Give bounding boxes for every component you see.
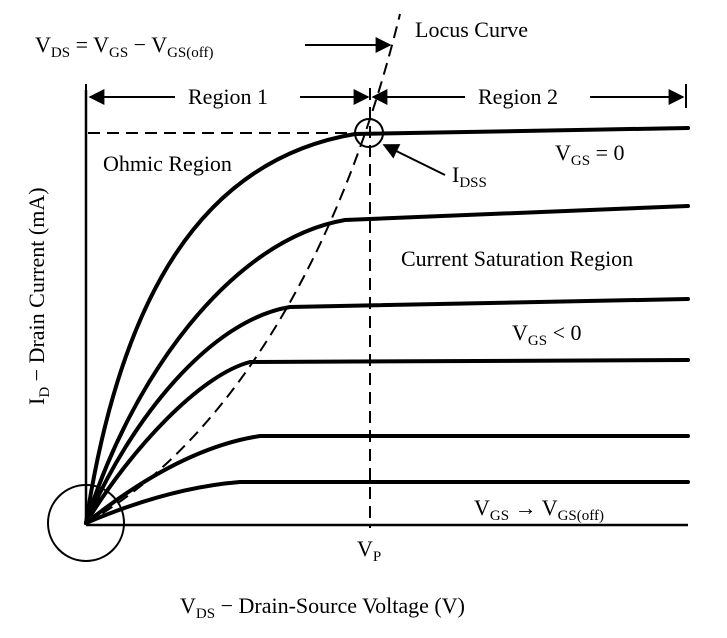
saturation-region-label: Current Saturation Region: [401, 246, 633, 271]
vgs-off-label: VGS → VGS(off): [474, 495, 604, 524]
vgs-zero-label: VGS = 0: [555, 140, 625, 169]
curve-vgs-zero: [84, 126, 690, 525]
curve-vgs-3: [84, 297, 690, 525]
region1-label: Region 1: [188, 84, 268, 109]
vp-label: VP: [357, 536, 381, 565]
idss-circle-icon: [354, 118, 384, 148]
curve-vgs-2: [84, 204, 690, 525]
curve-vgs-5: [84, 434, 690, 525]
x-axis-label: VDS − Drain-Source Voltage (V): [180, 593, 465, 622]
equation-label: VDS = VGS − VGS(off): [35, 32, 213, 61]
locus-curve: [85, 13, 401, 524]
ohmic-region-label: Ohmic Region: [103, 151, 232, 176]
locus-curve-label: Locus Curve: [415, 17, 528, 42]
idss-arrow: [382, 144, 446, 176]
region2-label: Region 2: [478, 84, 558, 109]
vgs-negative-label: VGS < 0: [512, 320, 582, 349]
curve-vgs-4: [84, 358, 690, 525]
origin-circle-icon: [47, 484, 125, 562]
idss-label: IDSS: [452, 162, 487, 191]
y-axis-label: ID − Drain Current (mA): [24, 187, 53, 405]
curve-vgs-off: [84, 480, 690, 525]
